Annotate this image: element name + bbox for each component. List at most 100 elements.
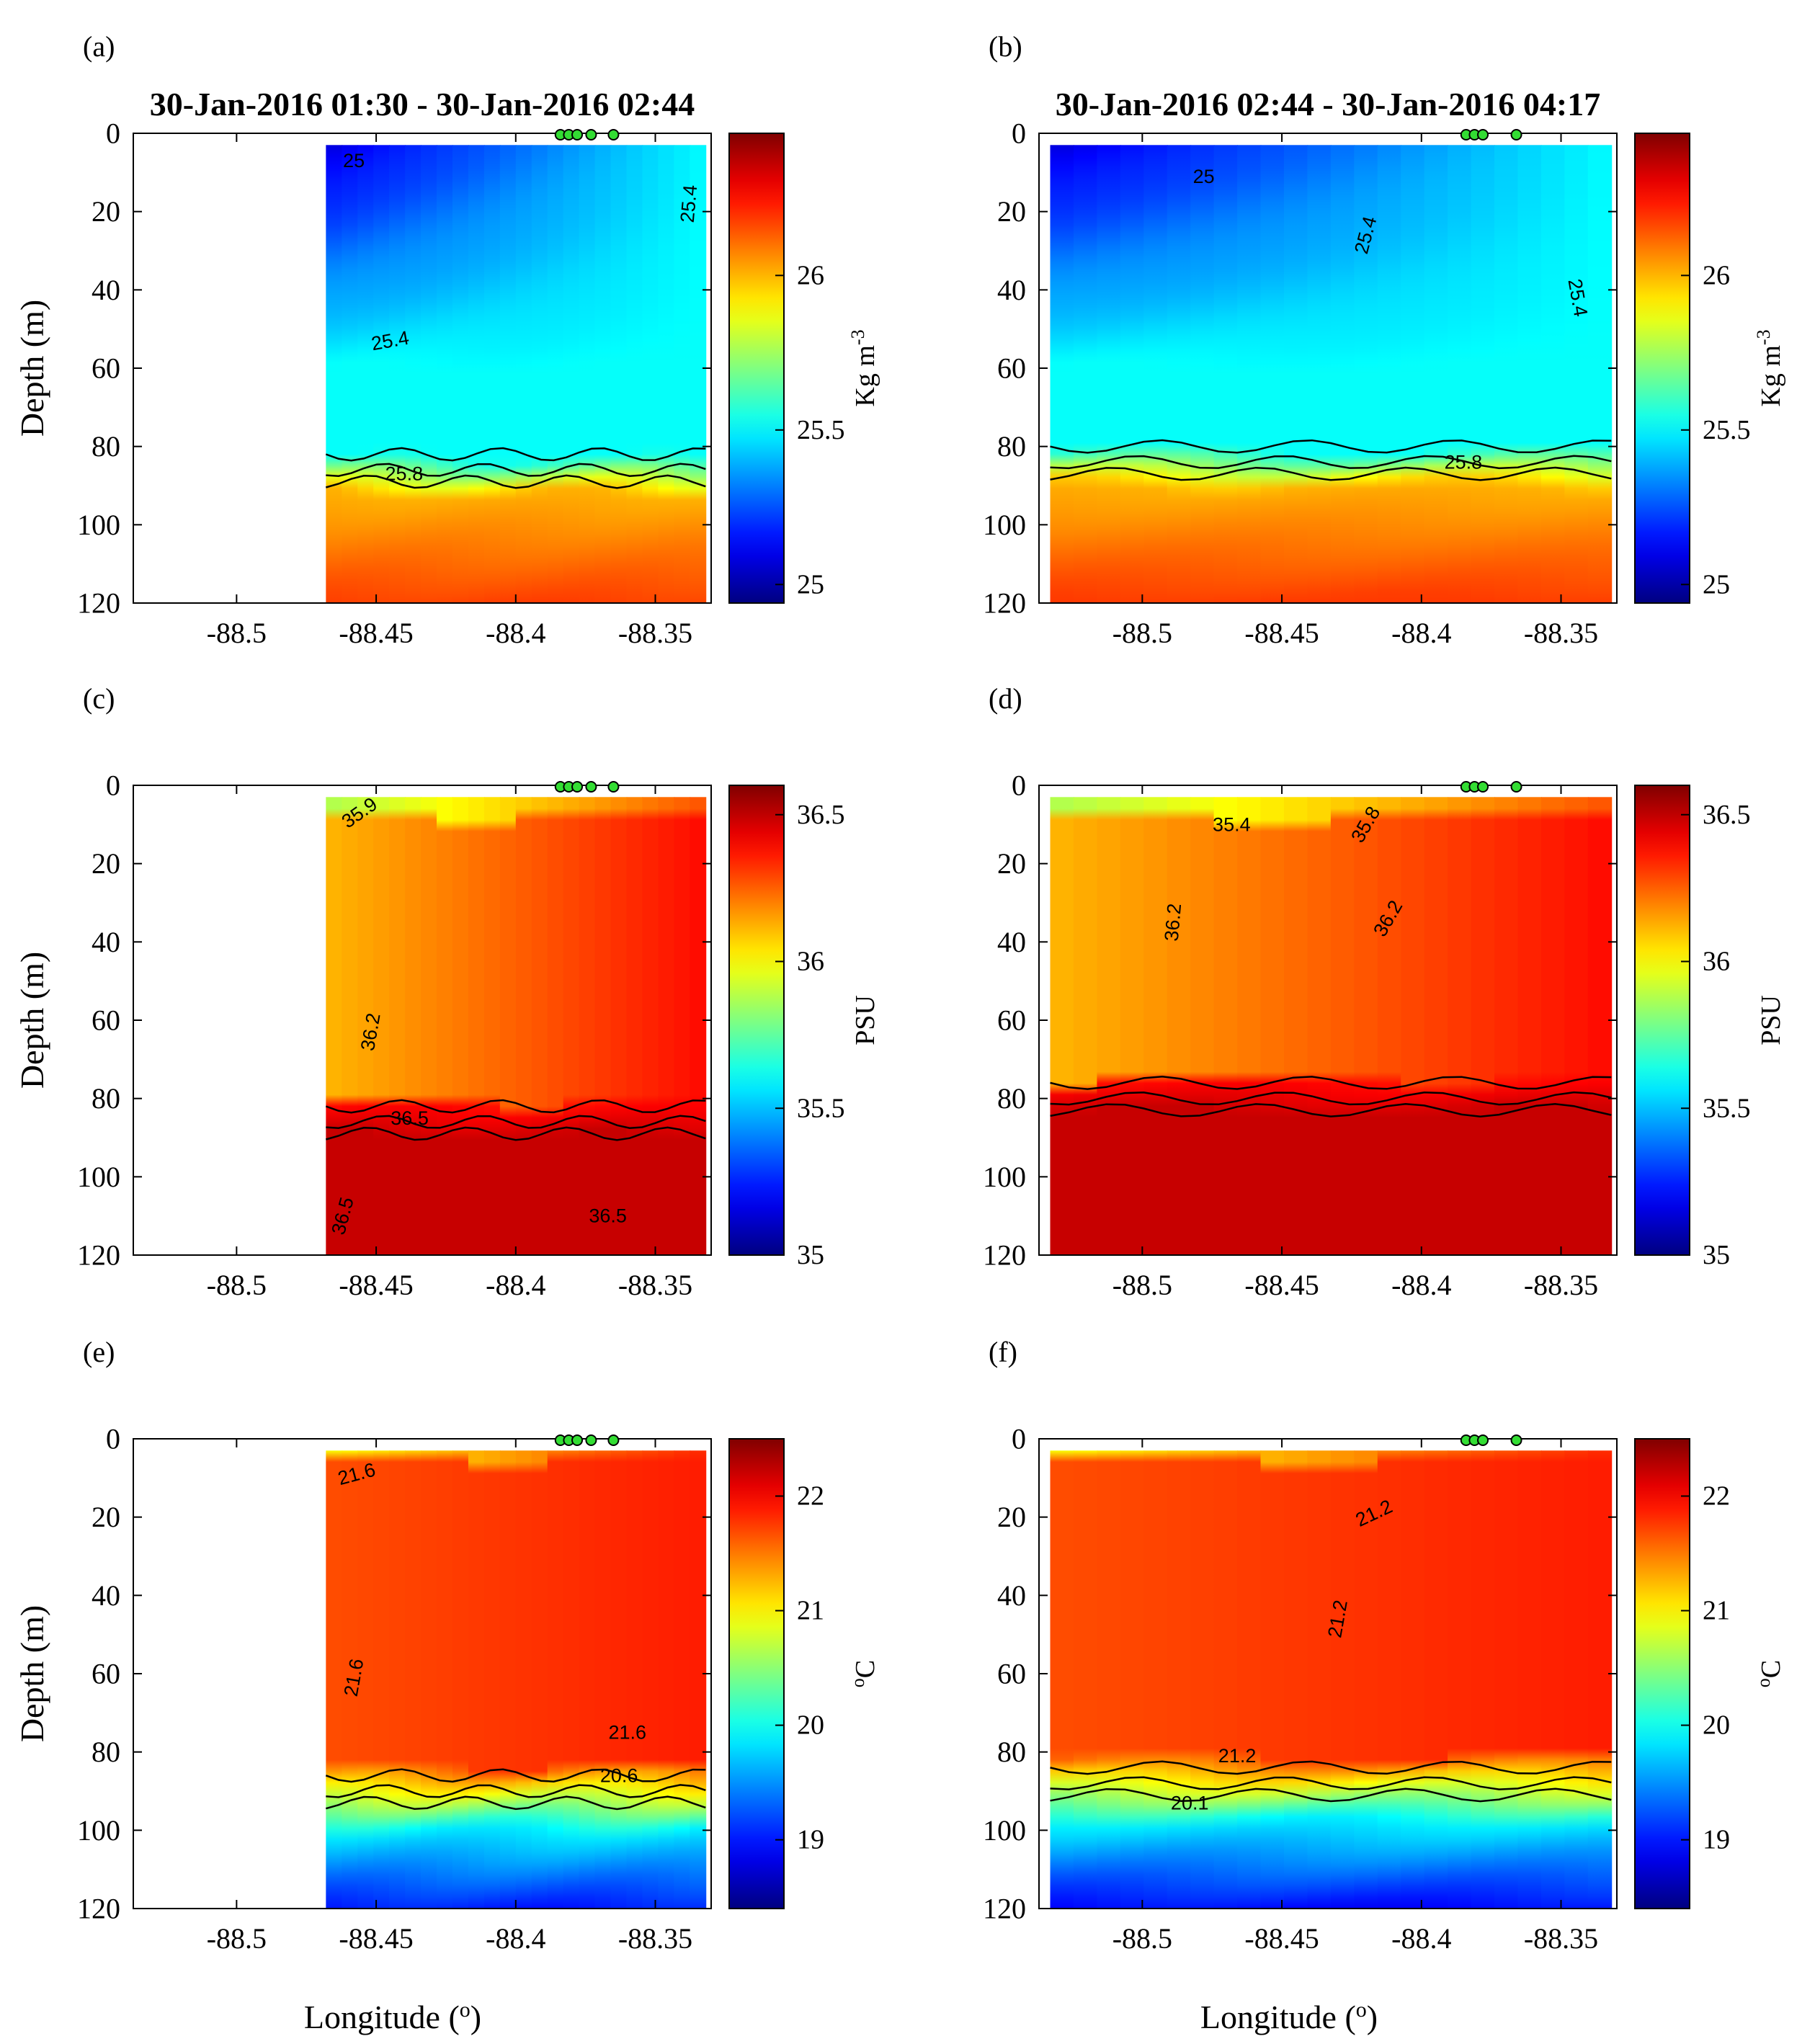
y-tick-label: 40 [997, 274, 1026, 306]
heatmap-strip [1073, 1450, 1098, 1909]
contour-line [325, 474, 706, 489]
panel-title: 30-Jan-2016 01:30 - 30-Jan-2016 02:44 [150, 86, 695, 122]
heatmap-strip [1448, 1450, 1472, 1909]
heatmap-strip [342, 145, 359, 604]
heatmap-strip [1494, 797, 1519, 1255]
colorbar-gradient [1634, 1438, 1690, 1909]
heatmap-strip [626, 1450, 643, 1909]
heatmap-strip [1213, 1450, 1239, 1909]
heatmap-strip [642, 797, 659, 1255]
contour-line [1050, 1076, 1612, 1090]
heatmap-strip [690, 145, 707, 604]
heatmap-strip [1517, 145, 1542, 604]
x-tick-label: -88.4 [486, 1269, 545, 1301]
heatmap-strip [610, 145, 628, 604]
heatmap-field [1050, 1450, 1613, 1909]
heatmap-strip [1587, 145, 1613, 604]
y-tick-label: 0 [1012, 1423, 1026, 1455]
x-tick-label: -88.35 [618, 1922, 692, 1955]
colorbar-tick-label: 36 [797, 947, 824, 977]
station-marker [585, 781, 597, 793]
station-marker [1477, 1434, 1489, 1446]
contour-line [325, 1795, 706, 1811]
y-tick-label: 0 [1012, 117, 1026, 150]
colorbar-unit-text: PSU [1756, 995, 1786, 1045]
heatmap-strip [690, 1450, 707, 1909]
colorbar-unit: oC [1753, 1660, 1786, 1687]
heatmap-strip [1401, 797, 1425, 1255]
x-tick-label: -88.4 [486, 1922, 545, 1955]
heatmap-strip [499, 797, 517, 1255]
heatmap-strip [483, 145, 501, 604]
panel-letter: (d) [989, 682, 1022, 715]
heatmap-strip [674, 1450, 691, 1909]
heatmap-strip [1260, 145, 1285, 604]
heatmap-strip [515, 797, 532, 1255]
y-axis-title: Depth (m) [14, 300, 50, 437]
colorbar-tick-label: 22 [1703, 1481, 1730, 1512]
heatmap-strip [1517, 1450, 1542, 1909]
colorbar-unit: Kg m-3 [847, 329, 880, 406]
contour-label: 25.8 [1445, 451, 1483, 473]
heatmap-strip [1167, 1450, 1192, 1909]
colorbar-tick-label: 26 [1703, 260, 1730, 290]
heatmap-strip [1097, 145, 1121, 604]
colorbar-tick-label: 22 [797, 1481, 824, 1512]
panel-title: 30-Jan-2016 02:44 - 30-Jan-2016 04:17 [1056, 86, 1600, 122]
heatmap-strip [405, 1450, 422, 1909]
heatmap-strip [531, 145, 548, 604]
station-marker [1477, 129, 1489, 140]
station-marker [585, 129, 597, 140]
colorbar-tick-label: 20 [1703, 1710, 1730, 1741]
y-tick-label: 0 [106, 769, 120, 802]
heatmap-strip [1424, 1450, 1449, 1909]
heatmap-field [1050, 797, 1613, 1255]
colorbar-tick-label: 35.5 [797, 1093, 845, 1123]
heatmap-strip [1050, 145, 1074, 604]
heatmap-strip [452, 145, 469, 604]
x-tick-label: -88.4 [486, 617, 545, 649]
colorbar-unit-sup: -3 [847, 329, 868, 345]
y-tick-label: 60 [92, 352, 120, 385]
colorbar-tick-label: 25 [1703, 569, 1730, 599]
heatmap-strip [326, 145, 343, 604]
heatmap-strip [468, 797, 485, 1255]
heatmap-strip [610, 1450, 628, 1909]
y-tick-label: 20 [997, 1501, 1026, 1533]
heatmap-strip [1564, 797, 1589, 1255]
y-tick-label: 60 [997, 1658, 1026, 1690]
y-tick-label: 20 [92, 195, 120, 228]
heatmap-strip [1190, 797, 1215, 1255]
colorbar-unit: PSU [1756, 995, 1786, 1045]
heatmap-strip [1448, 797, 1472, 1255]
heatmap-strip [594, 1450, 612, 1909]
heatmap-strip [1424, 797, 1449, 1255]
x-tick-label: -88.45 [1244, 1269, 1319, 1301]
heatmap-strip [563, 145, 580, 604]
contour-line [1050, 466, 1612, 481]
heatmap-strip [1354, 1450, 1378, 1909]
x-tick-label: -88.5 [1112, 1922, 1172, 1955]
colorbar-unit-text: C [850, 1660, 880, 1678]
colorbar: 25 25.5 26 Kg m-3 [728, 133, 880, 604]
heatmap-strip [1307, 1450, 1332, 1909]
contour-line [1050, 439, 1612, 454]
contour-line [326, 463, 706, 477]
y-tick-label: 20 [92, 1501, 120, 1533]
colorbar-unit-sup: o [1753, 1678, 1774, 1687]
y-axis-title: Depth (m) [14, 952, 50, 1089]
heatmap-strip [452, 797, 469, 1255]
heatmap-strip [1237, 797, 1262, 1255]
colorbar-tick-label: 25.5 [797, 415, 845, 445]
heatmap-strip [1283, 797, 1308, 1255]
x-tick-label: -88.35 [618, 617, 692, 649]
heatmap-strip [563, 1450, 580, 1909]
heatmap-strip [626, 797, 643, 1255]
heatmap-strip [1377, 797, 1402, 1255]
station-marker [1477, 781, 1489, 793]
heatmap-strip [326, 797, 343, 1255]
heatmap-strip [1517, 797, 1542, 1255]
y-tick-label: 120 [983, 587, 1026, 620]
heatmap-strip [1283, 145, 1308, 604]
station-marker [571, 1434, 584, 1446]
